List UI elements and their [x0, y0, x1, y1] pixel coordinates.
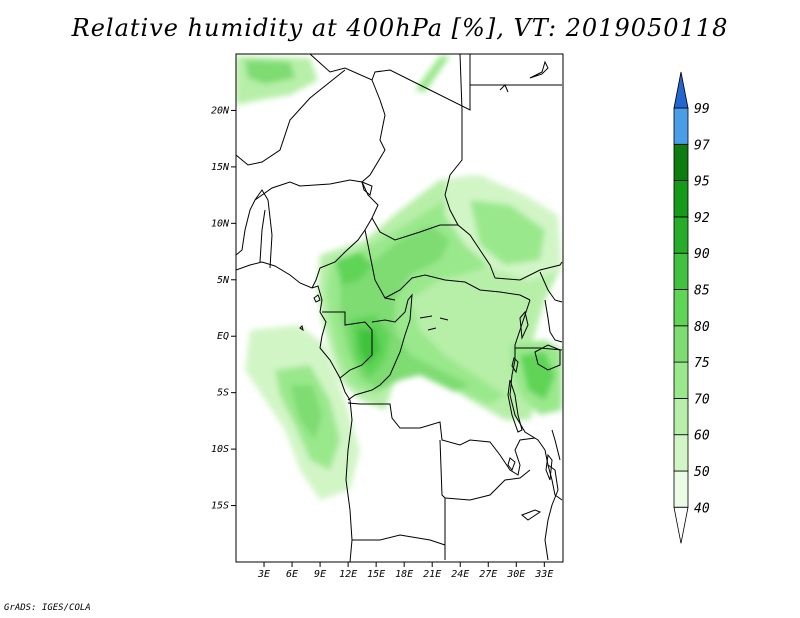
y-tick-label: 10N	[211, 218, 230, 229]
border-drc-south	[347, 402, 536, 476]
x-tick-label: 24E	[451, 569, 469, 580]
rh-band-cameroon	[335, 252, 372, 285]
x-tick-label: 27E	[479, 569, 497, 580]
lake-mweru	[507, 457, 516, 471]
lake-kariba	[521, 509, 542, 521]
x-tick-label: 21E	[423, 569, 441, 580]
border-south-sudan	[494, 261, 563, 281]
bioko-island	[313, 294, 321, 303]
colorbar-label: 50	[694, 465, 710, 480]
rh-region-east-core	[520, 352, 555, 400]
lake-malawi	[545, 453, 553, 481]
border-south-sudan-east	[539, 271, 563, 303]
x-tick-label: 9E	[314, 569, 326, 580]
colorbar-swatch	[673, 143, 689, 182]
border-chad-car	[371, 217, 458, 241]
rh-band-central-peak	[358, 330, 380, 365]
colorbar-swatch	[673, 434, 689, 472]
x-tick-label: 15E	[367, 569, 385, 580]
colorbar-label: 97	[694, 138, 710, 153]
map-title: Relative humidity at 400hPa [%], VT: 201…	[71, 14, 729, 42]
rh-region-sudan-mid	[470, 200, 545, 265]
y-tick-label: EQ	[217, 331, 229, 342]
border-uganda-kenya	[544, 299, 563, 343]
border-angola-zambia	[439, 439, 446, 560]
colorbar-label: 95	[694, 175, 710, 190]
humidity-field	[236, 56, 562, 500]
colorbar-label: 92	[694, 211, 710, 226]
border-angola-namibia	[352, 534, 446, 546]
colorbar-swatch	[673, 470, 689, 508]
border-drc-east	[509, 299, 546, 451]
colorbar-label: 80	[694, 320, 710, 335]
lake-chad	[361, 181, 373, 196]
colorbar-swatch	[673, 397, 689, 436]
river-congo-marks	[419, 315, 449, 331]
lake-kivu	[511, 357, 519, 374]
border-malawi	[544, 464, 559, 561]
colorbar-swatch	[673, 180, 689, 218]
y-tick-label: 20N	[211, 105, 230, 116]
country-boundaries	[236, 54, 563, 562]
rh-streak-top	[415, 56, 450, 92]
border-mali-niger	[236, 69, 346, 166]
colorbar-label: 40	[694, 501, 710, 516]
x-tick-label: 12E	[339, 569, 357, 580]
y-tick-label: 15S	[211, 501, 229, 512]
x-tick-label: 30E	[506, 569, 525, 580]
border-chad-sudan	[444, 54, 496, 279]
colorbar-label: 70	[694, 392, 710, 407]
border-uganda-south	[515, 347, 563, 351]
colorbar-label: 60	[694, 429, 710, 444]
credit-label: GrADS: IGES/COLA	[4, 603, 91, 613]
border-car-south	[384, 274, 531, 301]
colorbar-top-arrow	[673, 71, 689, 109]
colorbar-swatch	[673, 325, 689, 363]
y-tick-label: 5N	[217, 275, 230, 286]
x-tick-label: 18E	[395, 569, 413, 580]
colorbar-label: 85	[694, 284, 710, 299]
x-tick-label: 6E	[286, 569, 298, 580]
colorbar-label: 99	[694, 102, 710, 117]
colorbar-swatch	[673, 289, 689, 327]
island-sao-tome	[299, 325, 304, 332]
x-tick-label: 33E	[534, 569, 553, 580]
lake-victoria	[534, 344, 561, 371]
colorbar-swatch	[673, 252, 689, 290]
y-axis: 20N 15N 10N 5N EQ 5S 10S 15S	[211, 105, 236, 512]
border-benin-togo	[236, 189, 273, 269]
colorbar-swatch	[673, 216, 689, 254]
border-nigeria-north	[254, 179, 363, 201]
colorbar-label: 90	[694, 247, 710, 262]
lake-tanganyika	[507, 379, 523, 433]
border-algeria-libya	[309, 54, 471, 111]
border-benin	[259, 209, 266, 263]
y-tick-label: 10S	[211, 444, 229, 455]
colorbar-bottom-arrow	[673, 506, 689, 544]
border-gabon	[322, 311, 373, 379]
lake-albert	[519, 310, 529, 340]
colorbar: 40 50 60 70 75 80 85 90 92 95 97 99	[673, 71, 710, 544]
rh-region-north-core	[245, 60, 295, 84]
y-tick-label: 5S	[217, 388, 229, 399]
top-right-feature	[529, 60, 549, 79]
plot-frame	[235, 53, 564, 563]
border-congo	[347, 293, 413, 401]
border-zambia-south	[444, 469, 531, 501]
colorbar-swatch	[673, 107, 689, 145]
border-nigeria-east	[311, 181, 379, 289]
y-tick-label: 15N	[211, 162, 230, 173]
coastline-west	[236, 261, 353, 562]
x-axis: 3E 6E 9E 12E 15E 18E 21E 24E 27E 30E 33E	[257, 562, 553, 580]
border-cameroon-car	[364, 229, 396, 301]
east-coast-rift	[551, 429, 561, 461]
colorbar-swatch	[673, 361, 689, 399]
colorbar-label: 75	[694, 356, 710, 371]
top-right-channel	[499, 84, 509, 93]
rh-region-offshore-core	[290, 385, 322, 440]
border-niger-chad	[361, 79, 386, 183]
x-tick-label: 3E	[257, 569, 270, 580]
